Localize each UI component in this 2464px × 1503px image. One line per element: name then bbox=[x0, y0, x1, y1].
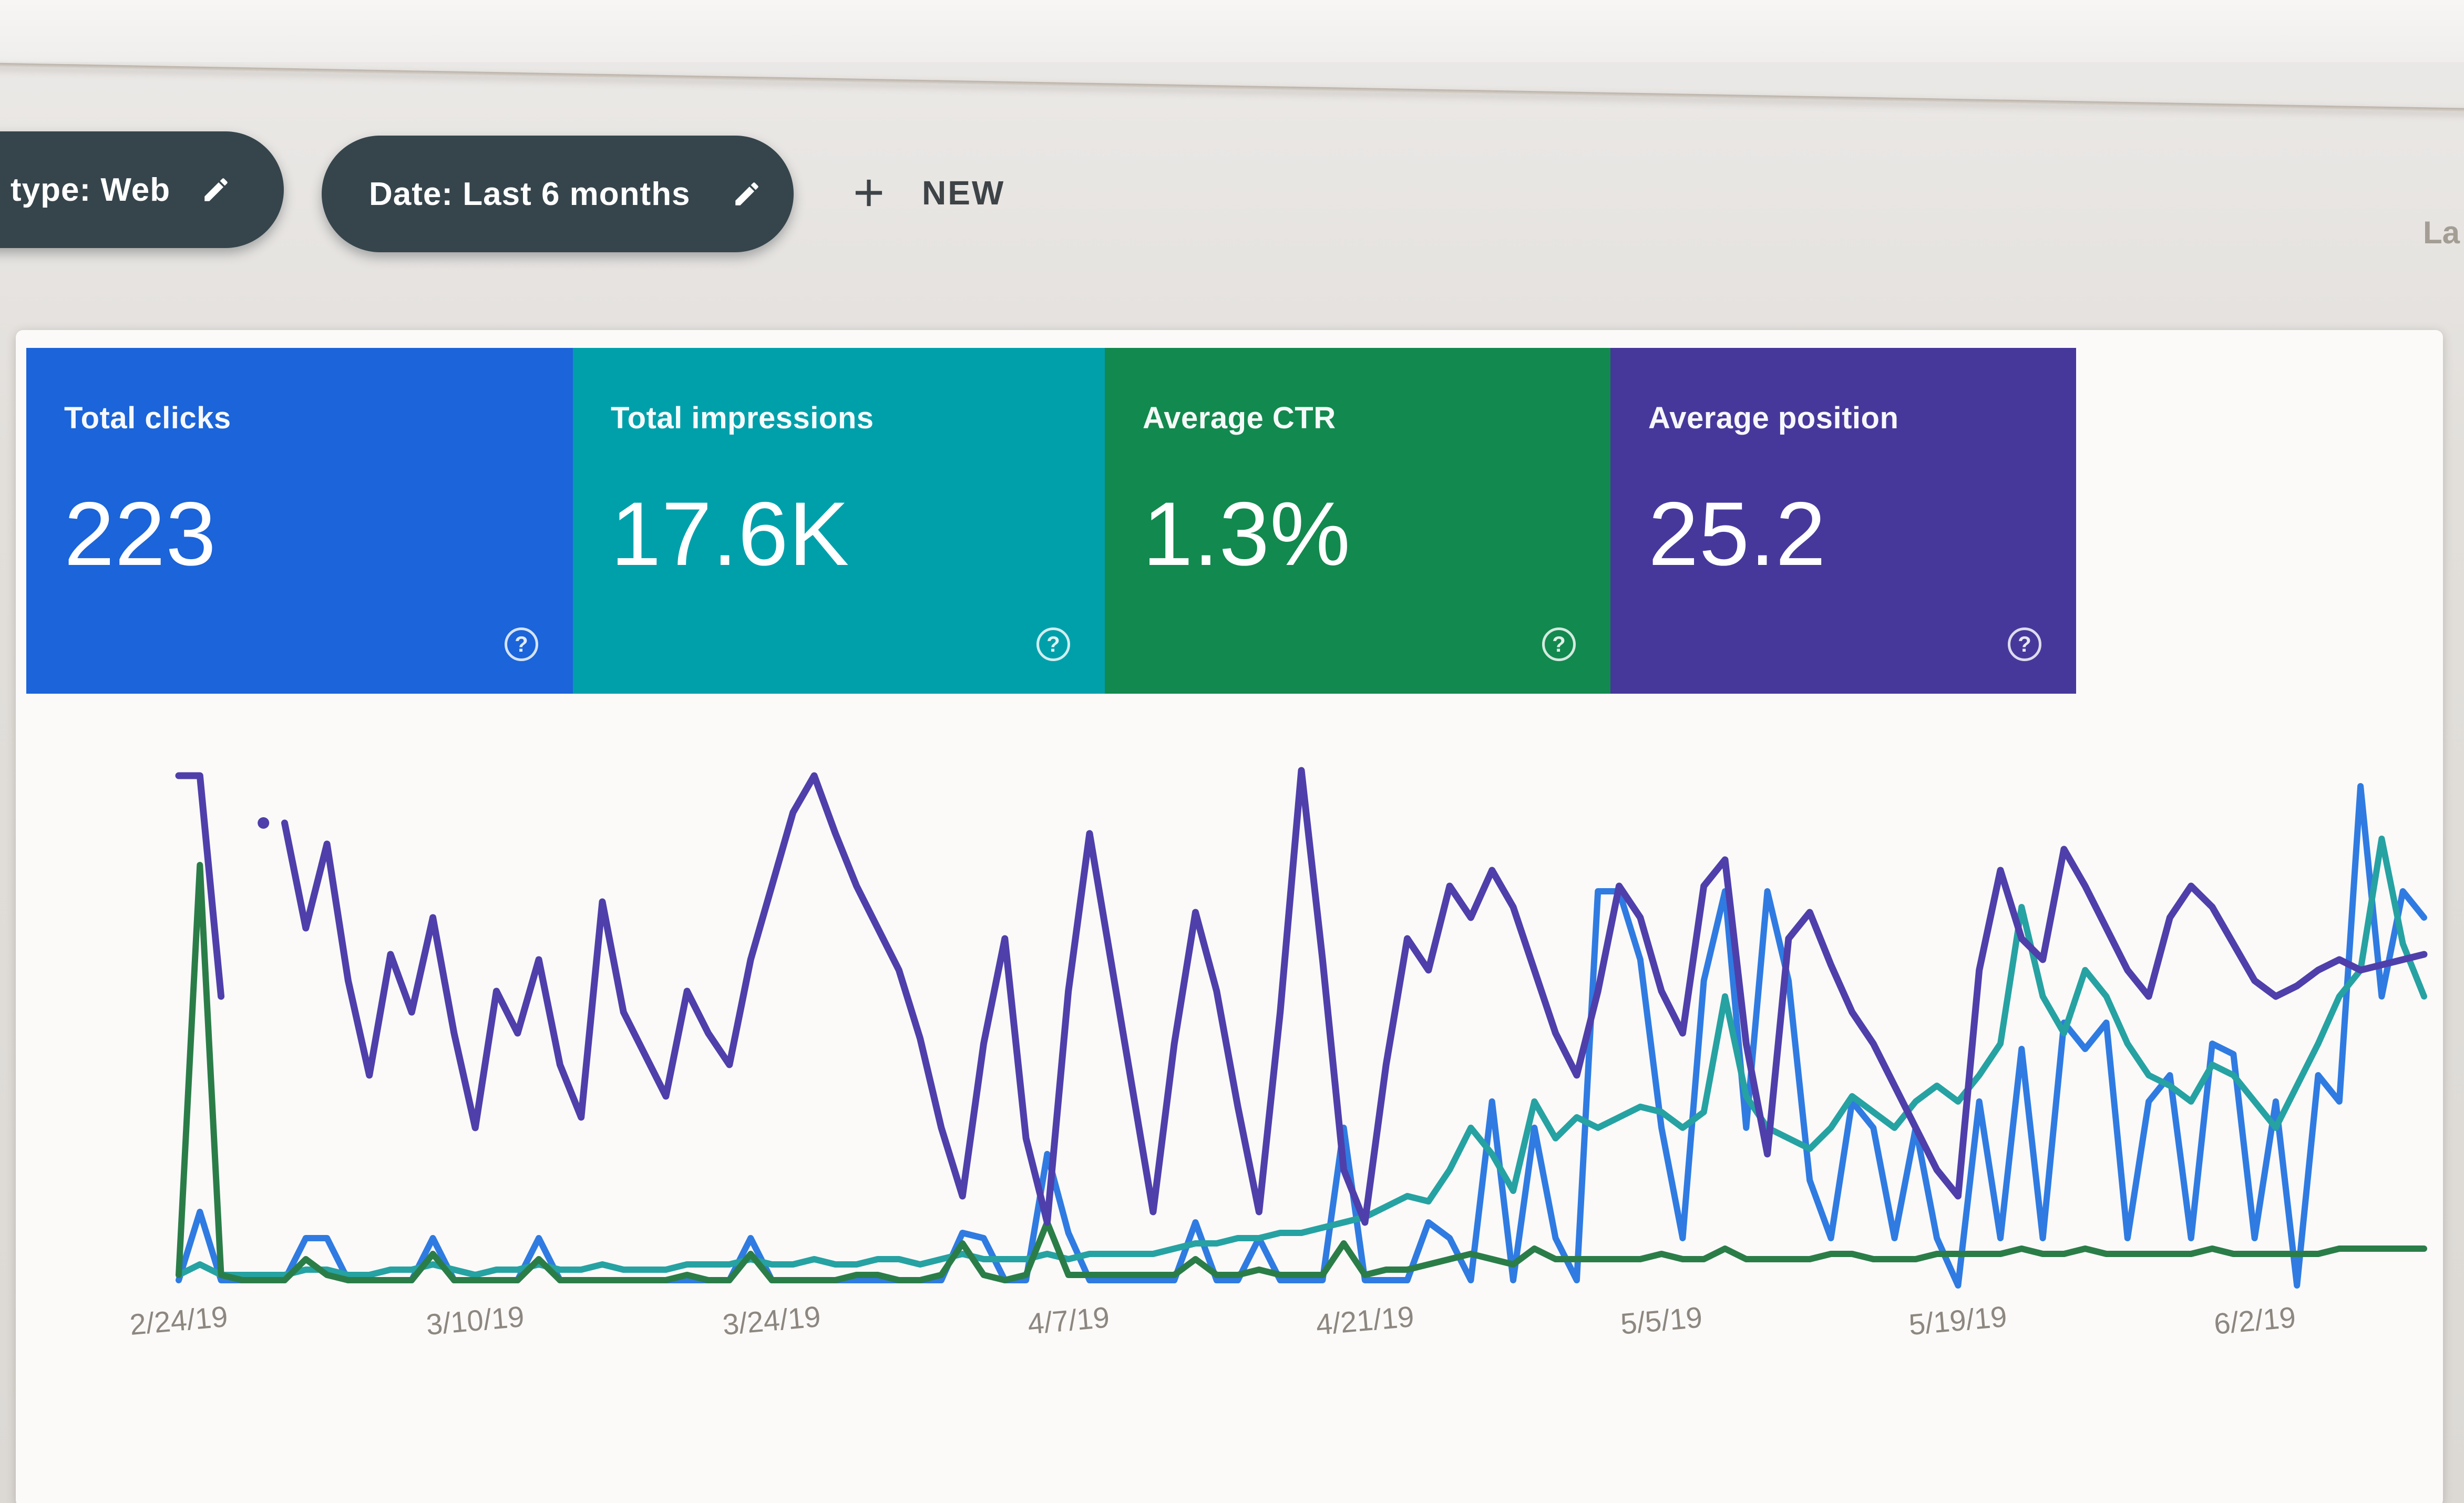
performance-panel: Total clicks 223 Total impressions 17.6K… bbox=[16, 330, 2443, 1503]
isolated-data-point-position bbox=[258, 817, 270, 829]
x-axis-label: 2/24/19 bbox=[128, 1299, 229, 1342]
card-value: 17.6K bbox=[611, 483, 850, 584]
performance-chart[interactable] bbox=[147, 745, 2455, 1302]
series-line-impressions bbox=[176, 836, 2427, 1278]
card-value: 25.2 bbox=[1648, 483, 1826, 584]
truncated-right-text: La bbox=[2422, 215, 2460, 250]
x-axis-label: 5/5/19 bbox=[1619, 1300, 1704, 1341]
edit-pencil-icon[interactable] bbox=[201, 174, 231, 205]
plus-icon bbox=[846, 170, 891, 215]
help-question-icon[interactable] bbox=[505, 627, 538, 661]
card-value: 223 bbox=[64, 483, 217, 584]
metric-cards-row: Total clicks 223 Total impressions 17.6K… bbox=[26, 348, 2076, 694]
bezel-divider-line bbox=[0, 62, 2464, 113]
help-question-icon[interactable] bbox=[1542, 627, 1576, 661]
x-axis-label: 4/7/19 bbox=[1026, 1300, 1111, 1341]
filter-chip-search-type-label: type: Web bbox=[11, 171, 171, 208]
x-axis-label: 5/19/19 bbox=[1907, 1299, 2009, 1342]
help-question-icon[interactable] bbox=[2008, 627, 2041, 661]
card-average-position[interactable]: Average position 25.2 bbox=[1610, 348, 2076, 694]
filter-chip-date-label: Date: Last 6 months bbox=[369, 176, 691, 212]
x-axis-label: 3/24/19 bbox=[721, 1299, 823, 1342]
filter-chip-search-type[interactable]: type: Web bbox=[0, 131, 284, 248]
new-filter-button[interactable]: NEW bbox=[846, 148, 1005, 238]
series-line-position bbox=[175, 767, 2428, 1226]
edit-pencil-icon[interactable] bbox=[732, 179, 762, 209]
x-axis-label: 4/21/19 bbox=[1315, 1299, 1415, 1342]
card-label: Total clicks bbox=[64, 401, 231, 435]
card-label: Total impressions bbox=[611, 401, 874, 435]
card-total-impressions[interactable]: Total impressions 17.6K bbox=[573, 348, 1105, 694]
help-question-icon[interactable] bbox=[1036, 627, 1070, 661]
x-axis-label: 3/10/19 bbox=[425, 1299, 526, 1342]
card-value: 1.3% bbox=[1143, 483, 1351, 584]
new-button-label: NEW bbox=[922, 174, 1005, 212]
card-label: Average position bbox=[1648, 401, 1899, 435]
series-line-ctr bbox=[176, 862, 2427, 1283]
x-axis-label: 6/2/19 bbox=[2212, 1300, 2297, 1341]
card-label: Average CTR bbox=[1143, 401, 1336, 435]
card-total-clicks[interactable]: Total clicks 223 bbox=[26, 348, 573, 694]
card-average-ctr[interactable]: Average CTR 1.3% bbox=[1105, 348, 1610, 694]
monitor-top-strip bbox=[0, 0, 2464, 62]
filter-chip-date[interactable]: Date: Last 6 months bbox=[322, 136, 794, 252]
